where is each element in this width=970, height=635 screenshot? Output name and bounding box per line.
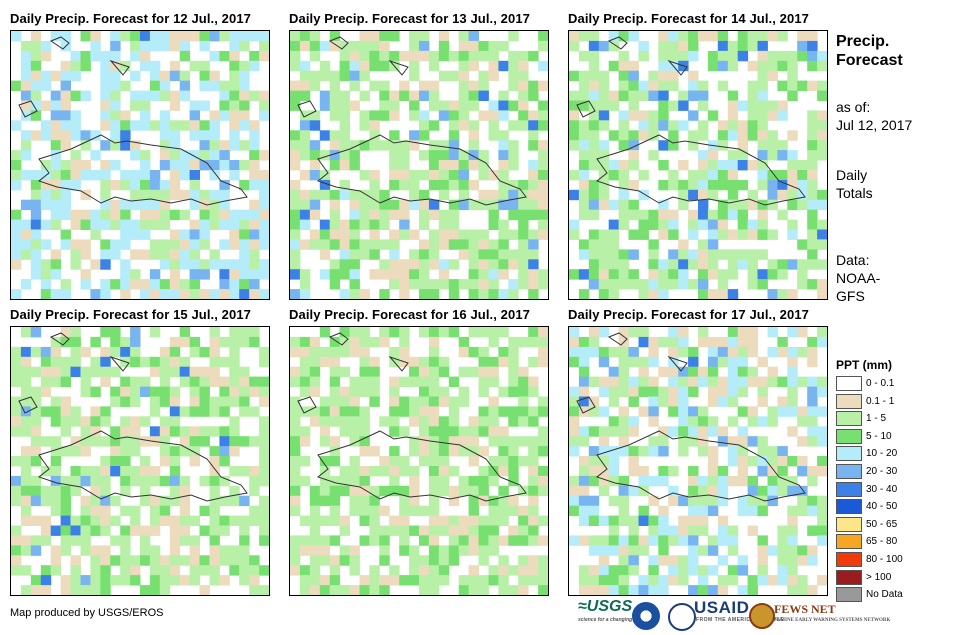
usgs-tagline: science for a changing world: [578, 617, 647, 623]
precip-grid-3: [569, 31, 827, 299]
legend-label: 65 - 80: [866, 536, 898, 548]
legend-label: 40 - 50: [866, 501, 898, 513]
as-of-label: as of:: [836, 99, 871, 115]
map-panel-4: [10, 326, 270, 596]
legend-label: 0 - 0.1: [866, 378, 895, 389]
usgs-logo-text: ≈USGS: [578, 598, 633, 615]
panel-title-5: Daily Precip. Forecast for 16 Jul., 2017: [289, 307, 531, 322]
fews-net-tagline: FAMINE EARLY WARNING SYSTEMS NETWORK: [774, 618, 891, 623]
legend-swatch: [836, 587, 862, 603]
precip-grid-1: [11, 31, 269, 299]
totals-line1: Daily: [836, 167, 868, 183]
legend-swatch: [836, 446, 862, 462]
data-line2: NOAA-: [836, 270, 881, 286]
legend-swatch: [836, 569, 862, 585]
fews-net-logo: FEWS NET FAMINE EARLY WARNING SYSTEMS NE…: [774, 602, 890, 634]
legend-swatch: [836, 393, 862, 409]
usaid-logo: USAID FROM THE AMERICAN PEOPLE: [694, 598, 783, 630]
map-panel-5: [289, 326, 549, 596]
legend-label: > 100: [866, 571, 892, 583]
legend-swatch: [836, 411, 862, 427]
map-panel-3: [568, 30, 828, 300]
usaid-seal-icon: [668, 603, 696, 631]
data-line3: GFS: [836, 288, 865, 304]
legend-label: 0.1 - 1: [866, 395, 895, 407]
legend-label: 1 - 5: [866, 413, 887, 425]
as-of-block: as of: Jul 12, 2017: [836, 98, 912, 134]
legend-swatch: [836, 428, 862, 444]
legend-swatch: [836, 376, 862, 391]
map-panel-6: [568, 326, 828, 596]
precip-grid-4: [11, 327, 269, 595]
map-panel-2: [289, 30, 549, 300]
side-title-line2: Forecast: [836, 52, 903, 69]
fews-net-globe-icon: [749, 603, 775, 629]
totals-line2: Totals: [836, 185, 873, 201]
legend-swatch: [836, 464, 862, 479]
footer-credit: Map produced by USGS/EROS: [10, 607, 164, 619]
legend-label: No Data: [866, 589, 903, 601]
legend-swatch: [836, 481, 862, 497]
usaid-tagline: FROM THE AMERICAN PEOPLE: [696, 617, 784, 623]
usgs-logo: ≈USGS science for a changing world: [578, 598, 662, 630]
panel-title-6: Daily Precip. Forecast for 17 Jul., 2017: [568, 307, 810, 322]
precip-grid-2: [290, 31, 548, 299]
side-title: Precip. Forecast: [836, 32, 903, 70]
fews-net-logo-text: FEWS NET: [774, 602, 836, 616]
panel-title-1: Daily Precip. Forecast for 12 Jul., 2017: [10, 11, 252, 26]
legend-swatch: [836, 552, 862, 567]
legend-label: 5 - 10: [866, 430, 892, 442]
panel-title-3: Daily Precip. Forecast for 14 Jul., 2017: [568, 11, 810, 26]
as-of-date: Jul 12, 2017: [836, 117, 913, 133]
panel-title-2: Daily Precip. Forecast for 13 Jul., 2017: [289, 11, 531, 26]
legend-label: 30 - 40: [866, 483, 898, 495]
side-title-line1: Precip.: [836, 33, 890, 50]
panel-title-4: Daily Precip. Forecast for 15 Jul., 2017: [10, 307, 252, 322]
legend-swatch: [836, 516, 862, 532]
precip-grid-6: [569, 327, 827, 595]
map-panel-1: [10, 30, 270, 300]
legend-label: 50 - 65: [866, 518, 898, 530]
legend-label: 80 - 100: [866, 554, 903, 565]
data-source-block: Data: NOAA- GFS: [836, 251, 880, 305]
usaid-logo-text: USAID: [694, 598, 750, 617]
noaa-logo-icon: [632, 602, 660, 630]
legend-swatch: [836, 534, 862, 550]
totals-block: Daily Totals: [836, 166, 873, 202]
data-line1: Data:: [836, 252, 870, 268]
legend-label: 10 - 20: [866, 448, 898, 460]
legend-title: PPT (mm): [836, 358, 893, 372]
legend-swatch: [836, 499, 862, 515]
legend-label: 20 - 30: [866, 466, 898, 477]
precip-grid-5: [290, 327, 548, 595]
